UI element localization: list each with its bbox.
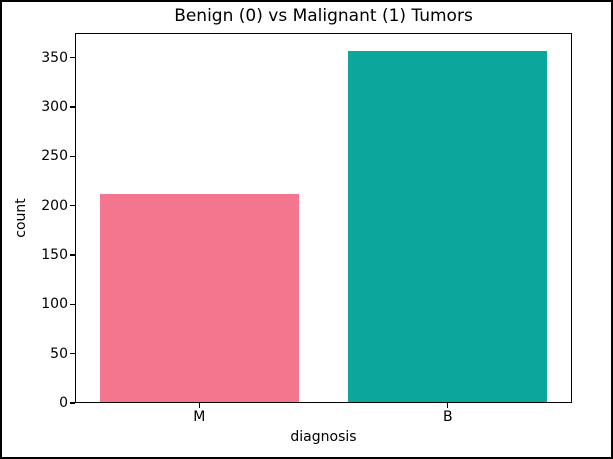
y-axis-label-wrap: count [8,33,34,403]
bar-m [99,193,299,403]
plot-area [75,33,572,403]
bar-b [348,50,548,403]
y-tick-mark [70,205,75,207]
y-tick-mark [70,303,75,305]
y-tick-label: 200 [41,197,68,214]
y-tick-label: 0 [59,395,68,411]
x-tick-label: M [193,409,206,425]
y-tick-mark [70,106,75,108]
y-tick-mark [70,353,75,355]
y-tick-label: 50 [50,345,68,362]
y-tick-label: 300 [41,99,68,115]
y-tick-mark [70,254,75,256]
x-tick-label: B [442,409,453,425]
chart-title: Benign (0) vs Malignant (1) Tumors [174,6,473,26]
x-axis-label: diagnosis [290,429,357,445]
x-tick-mark [198,403,200,408]
y-tick-label: 150 [41,247,68,263]
x-tick-mark [447,403,449,408]
y-tick-mark [70,155,75,157]
y-tick-mark [70,57,75,59]
y-tick-label: 350 [41,49,68,66]
y-tick-label: 100 [41,296,68,313]
y-tick-mark [70,402,75,404]
y-axis-label: count [13,198,29,238]
y-tick-label: 250 [41,148,68,165]
